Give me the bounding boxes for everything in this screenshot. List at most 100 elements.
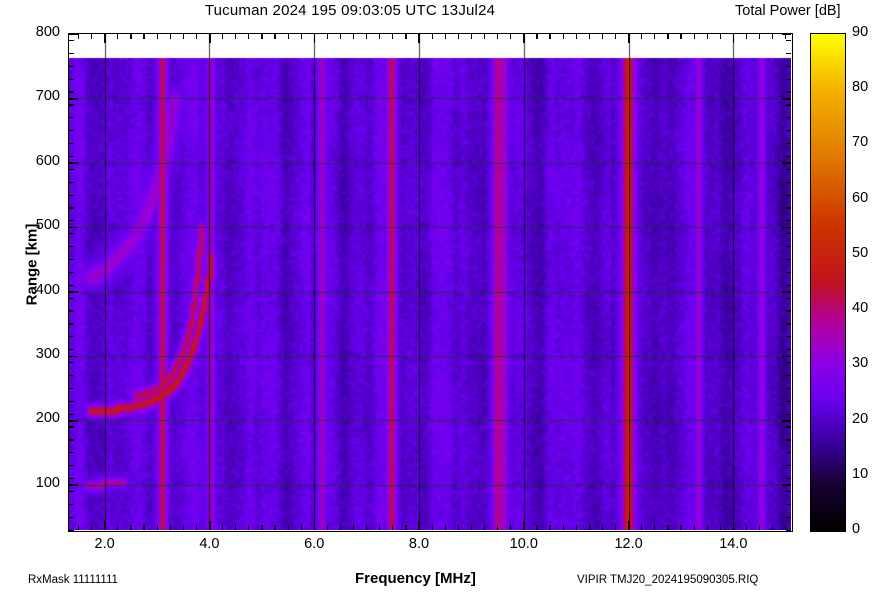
y-minor-tick-right <box>786 362 791 364</box>
colorbar-tick-label: 10 <box>852 465 869 482</box>
colorbar-tick-label: 60 <box>852 189 869 206</box>
y-minor-tick-right <box>786 336 791 338</box>
y-minor-tick-right <box>786 104 791 106</box>
y-axis-tick-label: 100 <box>35 474 60 491</box>
y-major-tick <box>69 419 78 422</box>
x-minor-tick-top <box>745 34 748 39</box>
y-major-tick <box>69 226 78 229</box>
x-minor-tick-top <box>549 34 551 39</box>
y-axis-tick-label: 700 <box>35 88 60 105</box>
x-minor-tick-top <box>483 34 486 39</box>
x-minor-tick <box>457 525 459 530</box>
x-minor-tick <box>195 525 197 530</box>
y-minor-tick-right <box>786 413 791 415</box>
y-minor-tick <box>69 117 74 119</box>
y-minor-tick <box>69 130 74 132</box>
y-minor-tick-right <box>786 387 791 389</box>
y-minor-tick-right <box>786 52 791 54</box>
ionogram-plot[interactable] <box>68 33 793 532</box>
y-minor-tick <box>69 413 74 415</box>
y-minor-tick <box>69 194 74 196</box>
y-major-tick-right <box>782 484 791 486</box>
y-minor-tick-right <box>786 91 791 93</box>
x-minor-tick <box>614 525 617 530</box>
colorbar-tick-label: 30 <box>852 355 869 372</box>
x-minor-tick <box>562 525 564 530</box>
x-minor-tick <box>117 525 119 530</box>
x-minor-tick-top <box>785 34 787 39</box>
y-minor-tick-right <box>786 168 791 170</box>
y-minor-tick-right <box>786 439 791 441</box>
x-axis-tick-label: 6.0 <box>304 536 325 552</box>
x-minor-tick-top <box>274 34 276 39</box>
y-minor-tick <box>69 65 74 67</box>
x-minor-tick-top <box>706 34 708 39</box>
colorbar-tick-label: 0 <box>852 521 861 537</box>
y-minor-tick <box>69 362 74 364</box>
y-major-tick-right <box>782 419 791 422</box>
x-minor-tick-top <box>654 34 656 39</box>
y-minor-tick-right <box>786 207 791 209</box>
colorbar-title: Total Power [dB] <box>735 3 841 19</box>
y-minor-tick <box>69 426 74 428</box>
colorbar-tick-label: 90 <box>852 24 869 40</box>
x-minor-tick-top <box>77 34 80 39</box>
x-minor-tick-top <box>719 34 721 39</box>
x-minor-tick-top <box>444 34 446 39</box>
y-major-tick-right <box>782 226 791 229</box>
y-major-tick <box>69 355 78 358</box>
y-major-tick-right <box>782 355 791 358</box>
ionogram-heatmap-canvas[interactable] <box>69 34 791 530</box>
x-minor-tick <box>379 525 381 530</box>
y-minor-tick <box>69 284 74 286</box>
x-minor-tick <box>222 525 224 530</box>
y-minor-tick <box>69 181 74 183</box>
x-axis-tick-label: 10.0 <box>509 536 538 552</box>
x-minor-tick-top <box>667 34 669 39</box>
y-minor-tick-right <box>786 400 791 402</box>
y-minor-tick <box>69 233 74 235</box>
x-minor-tick <box>326 525 328 530</box>
y-minor-tick <box>69 400 74 402</box>
y-minor-tick <box>69 220 74 222</box>
y-major-tick-right <box>782 33 791 36</box>
x-minor-tick-top <box>156 34 158 39</box>
x-minor-tick-top <box>470 34 473 39</box>
y-minor-tick-right <box>786 233 791 235</box>
x-minor-tick-top <box>457 34 459 39</box>
y-minor-tick-right <box>786 181 791 183</box>
colorbar-tick-label: 70 <box>852 134 869 151</box>
y-minor-tick <box>69 490 74 493</box>
y-minor-tick-right <box>786 465 791 467</box>
y-minor-tick-right <box>786 529 791 531</box>
x-minor-tick-top <box>562 34 564 39</box>
y-minor-tick <box>69 78 74 80</box>
colorbar-tick-label: 40 <box>852 300 869 317</box>
x-minor-tick <box>497 525 499 530</box>
y-major-tick <box>69 33 78 36</box>
x-axis-label: Frequency [MHz] <box>355 570 476 587</box>
y-minor-tick <box>69 104 74 106</box>
x-minor-tick-top <box>248 34 250 39</box>
x-major-tick <box>313 521 316 530</box>
y-major-tick <box>69 484 78 486</box>
colorbar-tick-label: 50 <box>852 244 869 261</box>
y-minor-tick <box>69 349 74 351</box>
y-minor-tick <box>69 465 74 467</box>
y-minor-tick <box>69 297 74 299</box>
x-minor-tick-top <box>588 34 590 39</box>
x-minor-tick <box>785 525 787 530</box>
x-minor-tick-top <box>366 34 368 39</box>
x-minor-tick-top <box>353 34 355 39</box>
x-minor-tick-top <box>235 34 237 39</box>
x-minor-tick-top <box>222 34 224 39</box>
x-minor-tick <box>366 525 368 530</box>
x-major-tick <box>732 521 735 530</box>
y-minor-tick-right <box>786 490 791 493</box>
x-minor-tick-top <box>169 34 171 39</box>
x-minor-tick <box>444 525 446 530</box>
colorbar-gradient <box>811 34 845 531</box>
x-minor-tick <box>772 525 774 530</box>
x-minor-tick-top <box>130 34 132 39</box>
